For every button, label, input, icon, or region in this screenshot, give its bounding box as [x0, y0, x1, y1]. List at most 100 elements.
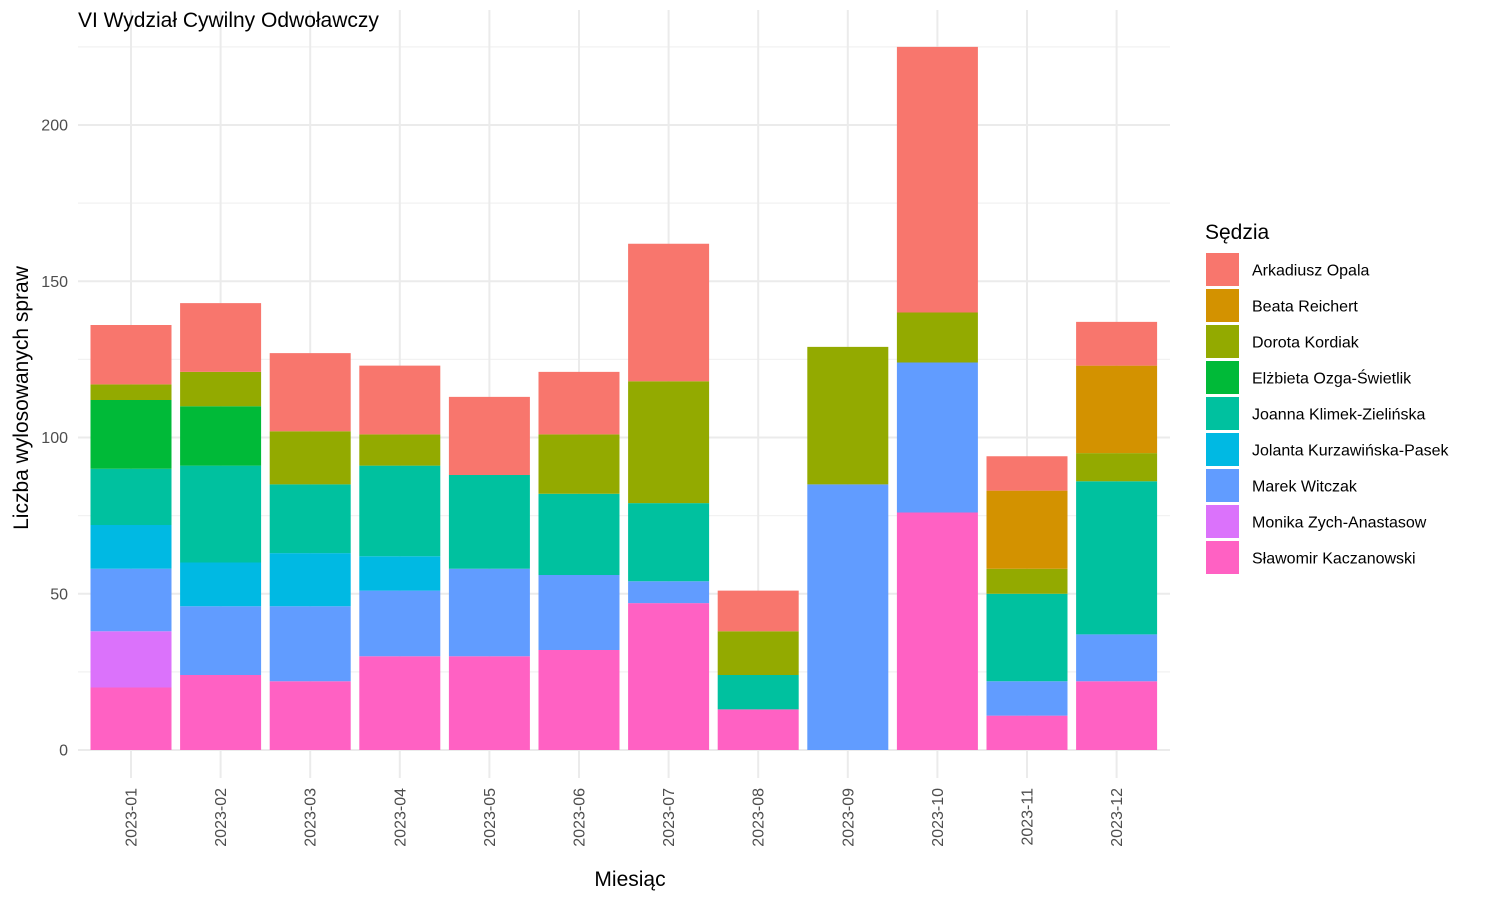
bar-segment — [628, 581, 710, 604]
y-axis-title: Liczba wylosowanych spraw — [10, 265, 33, 530]
x-tick-label: 2023-05 — [482, 788, 499, 847]
bar-segment — [896, 312, 978, 363]
bar-segment — [269, 484, 351, 554]
bar-segment — [896, 512, 978, 750]
bar-segment — [90, 325, 172, 385]
bar-segment — [90, 631, 172, 688]
bar-segment — [1076, 481, 1158, 635]
bar-segment — [359, 556, 441, 591]
legend-swatch — [1206, 541, 1239, 574]
x-axis-title: Miesiąc — [594, 868, 665, 891]
x-tick-label: 2023-07 — [661, 788, 678, 847]
legend-swatch — [1206, 361, 1239, 394]
legend-label: Beata Reichert — [1252, 299, 1358, 316]
bar-segment — [180, 606, 262, 675]
bar-segment — [1076, 321, 1158, 366]
bar-segment — [359, 434, 441, 466]
bar-segment — [448, 656, 530, 750]
chart-title: VI Wydział Cywilny Odwoławczy — [78, 9, 379, 32]
bar-segment — [717, 631, 799, 675]
legend-swatch — [1206, 469, 1239, 502]
bar-segment — [180, 303, 262, 372]
legend-swatch — [1206, 505, 1239, 538]
bar-segment — [359, 365, 441, 435]
x-tick-label: 2023-09 — [840, 788, 857, 847]
y-tick-label: 50 — [50, 586, 68, 603]
bar-segment — [448, 396, 530, 475]
bar-segment — [628, 503, 710, 582]
legend-swatch — [1206, 325, 1239, 358]
bar-segment — [180, 371, 262, 407]
x-tick-label: 2023-08 — [751, 788, 768, 847]
bar-segment — [538, 371, 620, 435]
bar-segment — [180, 562, 262, 607]
x-axis-ticks: 2023-01 2023-02 2023-03 2023-04 2023-05 2023-… — [124, 788, 1127, 847]
bar-segment — [1076, 634, 1158, 682]
bar-segment — [180, 675, 262, 750]
bar-segment — [90, 468, 172, 525]
legend-label: Dorota Kordiak — [1252, 335, 1360, 352]
bar-segment — [1076, 681, 1158, 750]
legend-label: Marek Witczak — [1252, 479, 1358, 496]
bar-segment — [269, 553, 351, 607]
bar-segment — [538, 493, 620, 575]
bars — [90, 46, 1158, 750]
legend-swatch — [1206, 253, 1239, 286]
y-tick-label: 0 — [59, 743, 68, 760]
bar-segment — [538, 434, 620, 494]
bar-segment — [90, 568, 172, 632]
bar-segment — [180, 465, 262, 563]
bar-segment — [807, 346, 889, 485]
bar-segment — [1076, 453, 1158, 482]
bar-segment — [717, 675, 799, 710]
bar-segment — [269, 606, 351, 682]
bar-segment — [628, 603, 710, 750]
bar-segment — [628, 381, 710, 504]
bar-segment — [717, 709, 799, 750]
bar-segment — [986, 681, 1068, 716]
bar-segment — [359, 590, 441, 657]
bar-segment — [359, 656, 441, 750]
x-tick-label: 2023-04 — [392, 788, 409, 847]
bar-segment — [90, 525, 172, 569]
legend-label: Joanna Klimek-Zielińska — [1252, 407, 1426, 424]
bar-segment — [538, 575, 620, 650]
x-tick-label: 2023-02 — [213, 788, 230, 847]
legend: Sędzia Arkadiusz Opala Beata Reichert Doro… — [1205, 221, 1450, 574]
bar-segment — [359, 465, 441, 557]
bar-segment — [896, 46, 978, 313]
bar-segment — [986, 456, 1068, 491]
x-tick-label: 2023-03 — [303, 788, 320, 847]
legend-label: Arkadiusz Opala — [1252, 263, 1369, 280]
bar-segment — [986, 490, 1068, 569]
bar-segment — [986, 593, 1068, 682]
bar-segment — [538, 650, 620, 750]
y-tick-label: 150 — [41, 274, 68, 291]
y-tick-label: 200 — [41, 118, 68, 135]
bar-segment — [807, 484, 889, 750]
bar-segment — [896, 362, 978, 513]
bar-segment — [269, 431, 351, 485]
legend-title: Sędzia — [1205, 221, 1270, 244]
bar-segment — [269, 353, 351, 432]
bar-segment — [1076, 365, 1158, 454]
x-tick-label: 2023-06 — [572, 788, 589, 847]
x-tick-label: 2023-01 — [124, 788, 141, 847]
legend-label: Elżbieta Ozga-Świetlik — [1252, 369, 1412, 388]
legend-swatch — [1206, 397, 1239, 430]
x-tick-label: 2023-10 — [930, 788, 947, 847]
bar-segment — [448, 475, 530, 569]
bar-segment — [90, 400, 172, 469]
bar-segment — [986, 568, 1068, 594]
legend-label: Monika Zych-Anastasow — [1252, 515, 1427, 532]
bar-segment — [180, 406, 262, 466]
bar-segment — [269, 681, 351, 750]
x-tick-label: 2023-11 — [1020, 788, 1037, 846]
y-tick-label: 100 — [41, 430, 68, 447]
legend-label: Jolanta Kurzawińska-Pasek — [1252, 443, 1450, 460]
bar-segment — [448, 568, 530, 657]
y-axis-ticks: 0 50 100 150 200 — [41, 118, 68, 760]
bar-segment — [717, 590, 799, 632]
bar-segment — [90, 687, 172, 750]
